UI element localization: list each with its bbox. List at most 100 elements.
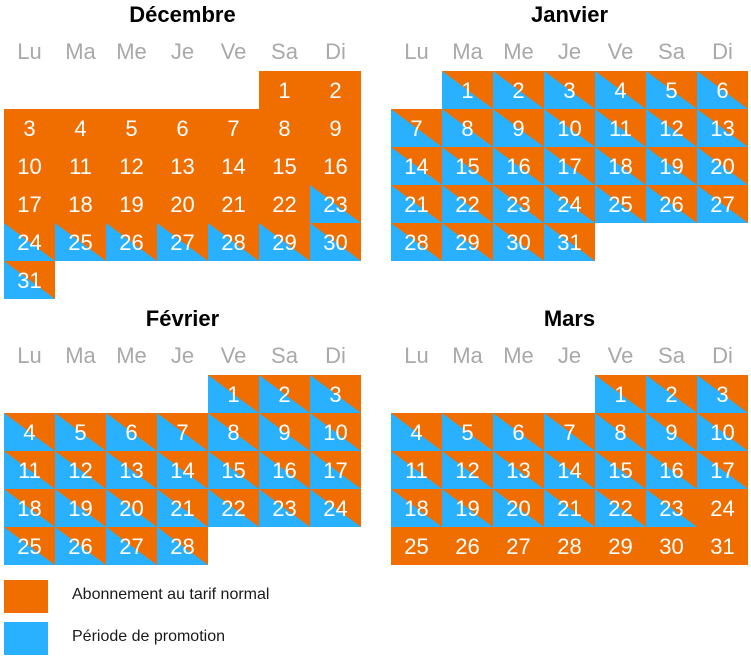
day-cell-promo: 16: [259, 451, 310, 489]
day-cell-promo: 25: [55, 223, 106, 261]
day-number: 13: [170, 154, 195, 179]
day-cell-promo: 1: [208, 375, 259, 413]
day-cell-promo: 25: [4, 527, 55, 565]
weekday-label: Lu: [17, 39, 42, 64]
day-number: 7: [176, 420, 189, 445]
day-cell-promo: 23: [310, 185, 361, 223]
day-number: 5: [665, 78, 678, 103]
day-number: 7: [410, 116, 423, 141]
day-cell-promo: 10: [310, 413, 361, 451]
day-number: 21: [221, 192, 246, 217]
weekday-label: Ve: [607, 39, 634, 64]
day-cell-promo: 29: [259, 223, 310, 261]
day-cell-promo: 11: [391, 451, 442, 489]
day-cell-normal: 7: [208, 109, 259, 147]
day-cell-promo: 1: [442, 71, 493, 109]
day-cell-promo: 1: [595, 375, 646, 413]
day-number: 26: [455, 534, 480, 559]
day-number: 26: [119, 230, 144, 255]
day-number: 6: [125, 420, 138, 445]
day-cell-promo: 21: [391, 185, 442, 223]
legend-label-promotion: Période de promotion: [72, 628, 225, 645]
day-cell-promo: 21: [157, 489, 208, 527]
day-number: 7: [563, 420, 576, 445]
day-cell-promo: 17: [544, 147, 595, 185]
weekday-label: Je: [170, 39, 195, 64]
day-cell-normal: 14: [208, 147, 259, 185]
day-number: 20: [170, 192, 195, 217]
weekday-label: Lu: [17, 343, 42, 368]
weekday-label: Sa: [658, 39, 685, 64]
day-number: 17: [557, 154, 582, 179]
day-cell-promo: 2: [646, 375, 697, 413]
day-number: 20: [119, 496, 144, 521]
weekday-label: Ve: [220, 343, 247, 368]
weekday-label: Di: [325, 39, 346, 64]
day-cell-normal: 31: [697, 527, 748, 565]
day-number: 26: [659, 192, 684, 217]
day-number: 2: [665, 382, 678, 407]
day-cell-promo: 3: [310, 375, 361, 413]
day-number: 19: [455, 496, 480, 521]
day-number: 23: [659, 496, 684, 521]
day-cell-promo: 22: [442, 185, 493, 223]
day-cell-normal: 1: [259, 71, 310, 109]
day-cell-promo: 6: [106, 413, 157, 451]
day-number: 24: [323, 496, 348, 521]
day-number: 14: [557, 458, 582, 483]
day-cell-promo: 12: [442, 451, 493, 489]
day-number: 25: [608, 192, 633, 217]
day-cell-promo: 24: [4, 223, 55, 261]
day-number: 5: [125, 116, 138, 141]
day-cell-normal: 12: [106, 147, 157, 185]
day-number: 16: [272, 458, 297, 483]
day-number: 3: [329, 382, 342, 407]
day-cell-promo: 5: [55, 413, 106, 451]
day-cell-promo: 9: [493, 109, 544, 147]
day-cell-normal: 13: [157, 147, 208, 185]
day-cell-promo: 23: [259, 489, 310, 527]
day-number: 20: [506, 496, 531, 521]
day-number: 19: [68, 496, 93, 521]
day-cell-promo: 27: [157, 223, 208, 261]
day-cell-promo: 20: [493, 489, 544, 527]
day-cell-normal: 24: [697, 489, 748, 527]
day-cell-promo: 2: [259, 375, 310, 413]
day-number: 21: [557, 496, 582, 521]
weekday-label: Me: [116, 343, 147, 368]
day-cell-promo: 17: [697, 451, 748, 489]
day-number: 6: [176, 116, 189, 141]
day-number: 27: [119, 534, 144, 559]
day-number: 9: [512, 116, 525, 141]
day-cell-promo: 15: [595, 451, 646, 489]
day-cell-promo: 28: [208, 223, 259, 261]
day-number: 27: [710, 192, 735, 217]
day-cell-normal: 29: [595, 527, 646, 565]
day-cell-promo: 22: [208, 489, 259, 527]
day-number: 29: [455, 230, 480, 255]
day-number: 15: [272, 154, 297, 179]
promotion-swatch: [4, 622, 48, 655]
day-number: 18: [17, 496, 42, 521]
day-cell-promo: 28: [391, 223, 442, 261]
day-number: 3: [23, 116, 36, 141]
day-number: 14: [404, 154, 429, 179]
day-cell-promo: 14: [391, 147, 442, 185]
weekday-label: Je: [170, 343, 195, 368]
day-cell-promo: 4: [595, 71, 646, 109]
day-number: 14: [170, 458, 195, 483]
day-number: 3: [716, 382, 729, 407]
day-cell-promo: 9: [646, 413, 697, 451]
day-cell-promo: 16: [493, 147, 544, 185]
day-number: 16: [659, 458, 684, 483]
day-cell-promo: 23: [646, 489, 697, 527]
day-cell-promo: 9: [259, 413, 310, 451]
day-cell-promo: 10: [697, 413, 748, 451]
day-cell-promo: 3: [544, 71, 595, 109]
weekday-label: Ma: [452, 343, 483, 368]
day-number: 19: [119, 192, 144, 217]
day-cell-promo: 19: [55, 489, 106, 527]
day-number: 21: [404, 192, 429, 217]
day-number: 25: [17, 534, 42, 559]
day-cell-promo: 7: [544, 413, 595, 451]
